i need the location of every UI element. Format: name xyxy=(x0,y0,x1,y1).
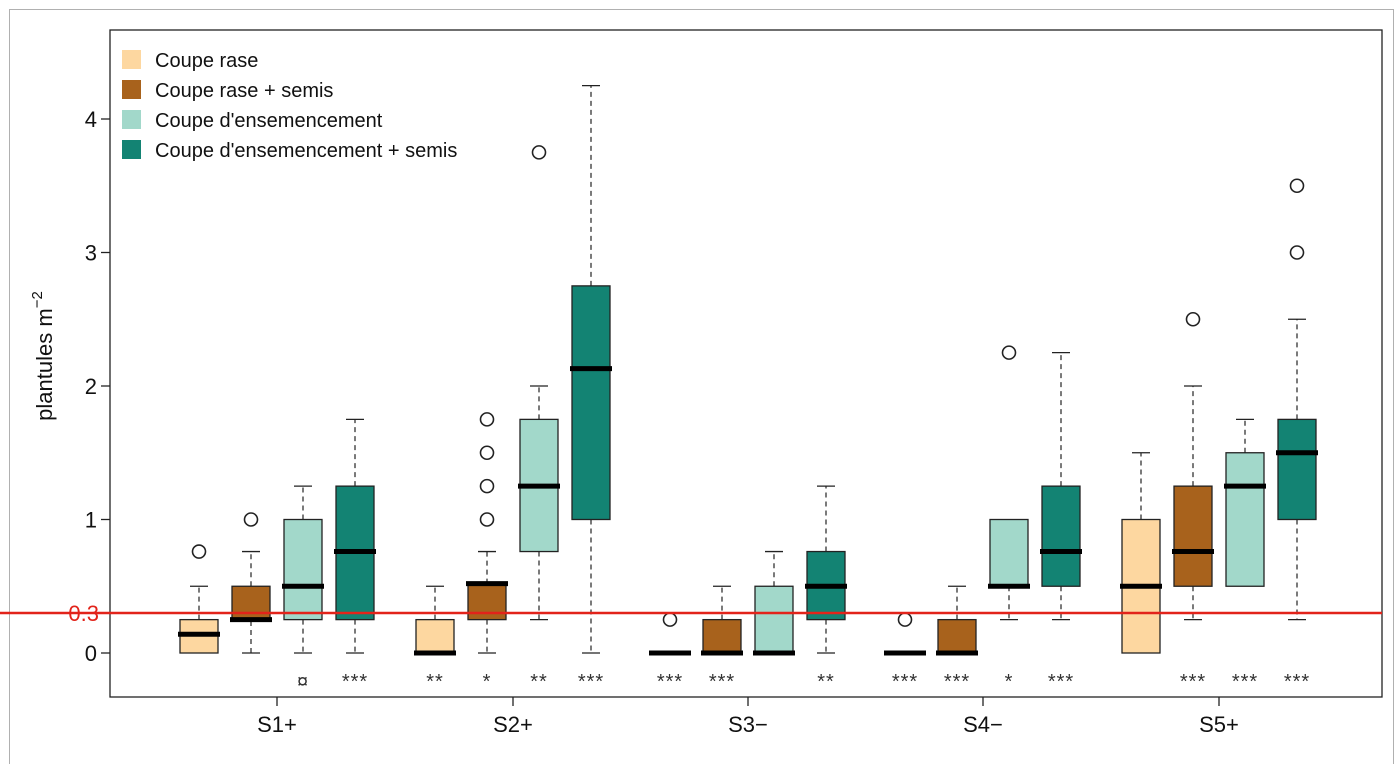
legend-swatch xyxy=(122,50,141,69)
significance-label: *** xyxy=(1180,671,1206,693)
box-S3−-1 xyxy=(701,585,743,656)
box-S3−-3 xyxy=(805,485,847,654)
significance-label: ¤ xyxy=(297,671,309,693)
box-S4−-1 xyxy=(936,585,978,656)
outlier-point xyxy=(1001,345,1017,360)
outlier-point xyxy=(479,445,495,461)
reference-line-group: 0.3 xyxy=(0,601,1382,626)
y-tick-label: 0 xyxy=(85,641,97,666)
significance-label: *** xyxy=(578,671,604,693)
box-body xyxy=(1277,418,1317,521)
outlier-point xyxy=(479,512,495,527)
legend-swatch xyxy=(122,110,141,129)
box-S1+-0 xyxy=(178,544,220,654)
box-S3−-2 xyxy=(753,550,795,656)
box-S1+-2 xyxy=(282,485,324,654)
box-S5+-1 xyxy=(1172,311,1214,621)
outlier-point xyxy=(479,478,495,494)
box-S3−-0 xyxy=(649,612,691,656)
y-tick-label: 3 xyxy=(85,241,97,266)
x-tick-label: S5+ xyxy=(1199,712,1239,737)
outlier-point xyxy=(1185,311,1201,327)
significance-label: ** xyxy=(426,671,444,693)
significance-label: *** xyxy=(342,671,368,693)
outlier-point xyxy=(897,612,913,627)
box-S4−-3 xyxy=(1040,351,1082,621)
legend-swatch xyxy=(122,80,141,99)
x-tick-label: S1+ xyxy=(257,712,297,737)
significance-label: ** xyxy=(817,671,835,693)
outlier-point xyxy=(1289,245,1305,260)
y-tick-label: 4 xyxy=(85,107,97,132)
y-axis-label: plantules m−2 xyxy=(29,291,57,421)
outlier-point xyxy=(662,612,678,627)
outlier-point xyxy=(243,512,259,527)
box-body xyxy=(1225,452,1265,587)
legend-swatch xyxy=(122,140,141,159)
significance-labels: ¤ *** ** * ** *** *** *** ** *** *** * *** *** *** *** xyxy=(297,671,1310,693)
outlier-point xyxy=(531,145,547,160)
significance-label: *** xyxy=(944,671,970,693)
box-body xyxy=(231,585,271,622)
x-tick-label: S2+ xyxy=(493,712,533,737)
significance-label: *** xyxy=(1232,671,1258,693)
box-S5+-2 xyxy=(1224,418,1266,587)
outlier-point xyxy=(191,544,207,559)
significance-label: * xyxy=(1005,671,1014,693)
reference-line-label: 0.3 xyxy=(68,601,99,626)
box-series xyxy=(178,84,1318,656)
box-S5+-0 xyxy=(1120,452,1162,654)
significance-label: ** xyxy=(530,671,548,693)
significance-label: *** xyxy=(1048,671,1074,693)
box-S5+-3 xyxy=(1276,178,1318,621)
legend-label: Coupe rase + semis xyxy=(155,80,333,102)
significance-label: * xyxy=(483,671,492,693)
outlier-point xyxy=(479,412,495,427)
y-axis-label-text: plantules m xyxy=(32,308,57,421)
legend: Coupe rase Coupe rase + semis Coupe d'ense… xyxy=(122,50,457,162)
box-body xyxy=(415,618,455,654)
legend-label: Coupe d'ensemencement xyxy=(155,110,383,132)
y-tick-label: 2 xyxy=(85,374,97,399)
box-body xyxy=(937,618,977,654)
legend-label: Coupe d'ensemencement + semis xyxy=(155,140,457,162)
x-tick-label: S4− xyxy=(963,712,1003,737)
box-body xyxy=(754,585,794,654)
box-body xyxy=(989,518,1029,587)
y-tick-label: 1 xyxy=(85,508,97,533)
box-body xyxy=(571,285,611,521)
box-body xyxy=(467,582,507,621)
plot-area-border xyxy=(109,29,1383,698)
box-S1+-1 xyxy=(230,512,272,654)
significance-label: *** xyxy=(892,671,918,693)
significance-label: *** xyxy=(709,671,735,693)
outlier-point xyxy=(1289,178,1305,194)
box-S2+-2 xyxy=(518,145,560,621)
box-body xyxy=(283,518,323,621)
box-S4−-0 xyxy=(884,612,926,656)
box-S2+-0 xyxy=(414,585,456,656)
y-axis-label-superscript: −2 xyxy=(29,291,46,308)
box-body xyxy=(702,618,742,654)
box-S4−-2 xyxy=(988,345,1030,621)
significance-label: *** xyxy=(657,671,683,693)
axes: plantules m−2 0 1 2 3 4 S1+ S2+ S3− S4− S5+ xyxy=(29,107,1239,737)
box-S2+-1 xyxy=(466,412,508,654)
significance-label: *** xyxy=(1284,671,1310,693)
box-S2+-3 xyxy=(570,84,612,654)
box-S1+-3 xyxy=(334,418,376,654)
box-body xyxy=(1173,485,1213,587)
box-body xyxy=(1041,485,1081,587)
x-tick-label: S3− xyxy=(728,712,768,737)
legend-label: Coupe rase xyxy=(155,50,258,72)
